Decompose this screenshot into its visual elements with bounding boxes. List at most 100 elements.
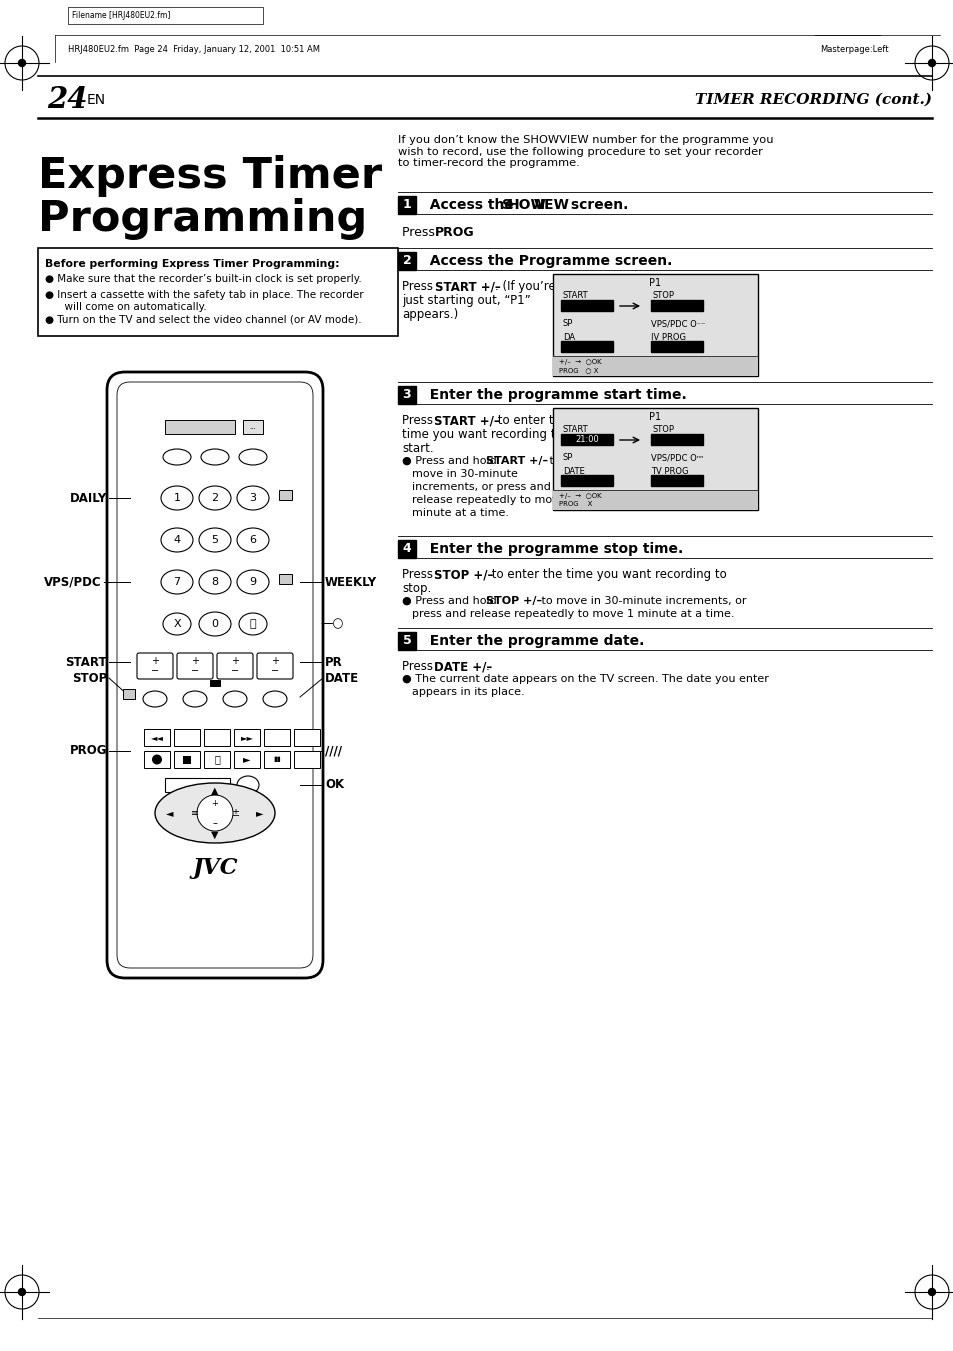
Bar (294, 730, 319, 746)
Text: SP: SP (562, 319, 573, 328)
Text: START: START (562, 426, 588, 435)
Text: ◄◄: ◄◄ (151, 734, 163, 742)
Text: 2: 2 (402, 254, 411, 267)
Text: Press: Press (401, 226, 438, 239)
Text: ►: ► (243, 754, 251, 765)
Circle shape (927, 59, 935, 66)
Ellipse shape (143, 690, 167, 707)
Ellipse shape (199, 612, 231, 636)
Ellipse shape (154, 784, 274, 843)
Text: DATE +/–: DATE +/– (434, 661, 492, 673)
Text: Press: Press (401, 280, 436, 293)
Bar (650, 300, 702, 311)
Text: Press: Press (401, 567, 436, 581)
Bar (560, 434, 613, 444)
Text: 5: 5 (402, 635, 411, 647)
Text: VPS/PDC O⁻⁻: VPS/PDC O⁻⁻ (650, 319, 705, 328)
Text: If you don’t know the SHOWVIEW number for the programme you
wish to record, use : If you don’t know the SHOWVIEW number fo… (397, 135, 773, 169)
Text: START +/–: START +/– (435, 280, 500, 293)
Text: Access the: Access the (419, 199, 518, 212)
Circle shape (18, 1289, 26, 1296)
Text: Enter the programme start time.: Enter the programme start time. (419, 388, 686, 403)
Ellipse shape (223, 690, 247, 707)
FancyBboxPatch shape (137, 653, 172, 680)
Text: Express Timer: Express Timer (38, 155, 382, 197)
Text: +: + (231, 657, 239, 666)
Ellipse shape (161, 570, 193, 594)
Text: Filename [HRJ480EU2.fm]: Filename [HRJ480EU2.fm] (71, 12, 171, 20)
Text: Press: Press (401, 661, 436, 673)
Bar (210, 680, 220, 686)
Text: to enter the time you want recording to: to enter the time you want recording to (488, 567, 726, 581)
Text: TV PROG: TV PROG (650, 466, 688, 476)
Bar (553, 357, 758, 376)
Text: ...: ... (250, 424, 256, 430)
Bar (397, 253, 416, 270)
Ellipse shape (263, 690, 287, 707)
Text: stop.: stop. (401, 582, 431, 594)
Text: to move in 30-minute increments, or: to move in 30-minute increments, or (537, 596, 745, 607)
Text: 21:00: 21:00 (575, 435, 598, 443)
Text: 0: 0 (212, 619, 218, 630)
Text: ≡: ≡ (191, 808, 199, 817)
Text: increments, or press and: increments, or press and (412, 482, 550, 492)
Text: S: S (501, 199, 512, 212)
Text: .: . (465, 226, 470, 239)
Text: +: + (151, 657, 159, 666)
Ellipse shape (161, 486, 193, 509)
Text: appears.): appears.) (401, 308, 457, 322)
Text: START +/–: START +/– (485, 457, 548, 466)
Text: −: − (231, 666, 239, 676)
Ellipse shape (236, 775, 258, 794)
Bar (204, 751, 230, 767)
Bar (165, 420, 234, 434)
Bar (560, 300, 613, 311)
Text: release repeatedly to move 1: release repeatedly to move 1 (412, 494, 576, 505)
Text: Enter the programme stop time.: Enter the programme stop time. (419, 542, 682, 557)
Bar (233, 730, 260, 746)
Ellipse shape (161, 528, 193, 553)
FancyBboxPatch shape (177, 653, 213, 680)
Text: ►: ► (256, 808, 263, 817)
Text: 9: 9 (249, 577, 256, 586)
Text: Masterpage:Left: Masterpage:Left (820, 46, 887, 54)
Text: PR: PR (325, 655, 342, 669)
Text: ▮▮: ▮▮ (273, 757, 280, 762)
Text: –: – (213, 817, 217, 828)
Text: DATE: DATE (562, 466, 584, 476)
Text: ▲: ▲ (211, 786, 218, 796)
Ellipse shape (199, 528, 231, 553)
Bar (278, 574, 292, 584)
Text: 6: 6 (250, 535, 256, 544)
Ellipse shape (236, 570, 269, 594)
Text: WEEKLY: WEEKLY (325, 576, 376, 589)
Bar (650, 340, 702, 353)
Bar (397, 632, 416, 650)
Bar (650, 476, 702, 486)
Text: EN: EN (87, 93, 106, 107)
Text: . (If you’re: . (If you’re (495, 280, 556, 293)
Text: ////: //// (325, 744, 341, 758)
Text: ● Make sure that the recorder’s built-in clock is set properly.: ● Make sure that the recorder’s built-in… (45, 274, 361, 284)
Text: ● Press and hold: ● Press and hold (401, 596, 499, 607)
Text: DAILY: DAILY (70, 492, 107, 504)
Text: .: . (485, 661, 489, 673)
FancyBboxPatch shape (216, 653, 253, 680)
Text: start.: start. (401, 442, 434, 455)
Text: 2: 2 (212, 493, 218, 503)
Ellipse shape (239, 449, 267, 465)
Bar (397, 540, 416, 558)
Text: SP: SP (562, 454, 573, 462)
Text: ◄: ◄ (166, 808, 173, 817)
Bar (278, 490, 292, 500)
Text: ● Turn on the TV and select the video channel (or AV mode).: ● Turn on the TV and select the video ch… (45, 315, 361, 326)
Text: 3: 3 (250, 493, 256, 503)
Text: +: + (191, 657, 199, 666)
Bar (560, 340, 613, 353)
Text: PROG: PROG (70, 744, 107, 758)
Text: STOP: STOP (652, 292, 675, 300)
Text: Enter the programme date.: Enter the programme date. (419, 634, 643, 648)
Text: press and release repeatedly to move 1 minute at a time.: press and release repeatedly to move 1 m… (412, 609, 734, 619)
Text: 1: 1 (402, 199, 411, 212)
Text: PROG   ○ X: PROG ○ X (558, 367, 598, 373)
